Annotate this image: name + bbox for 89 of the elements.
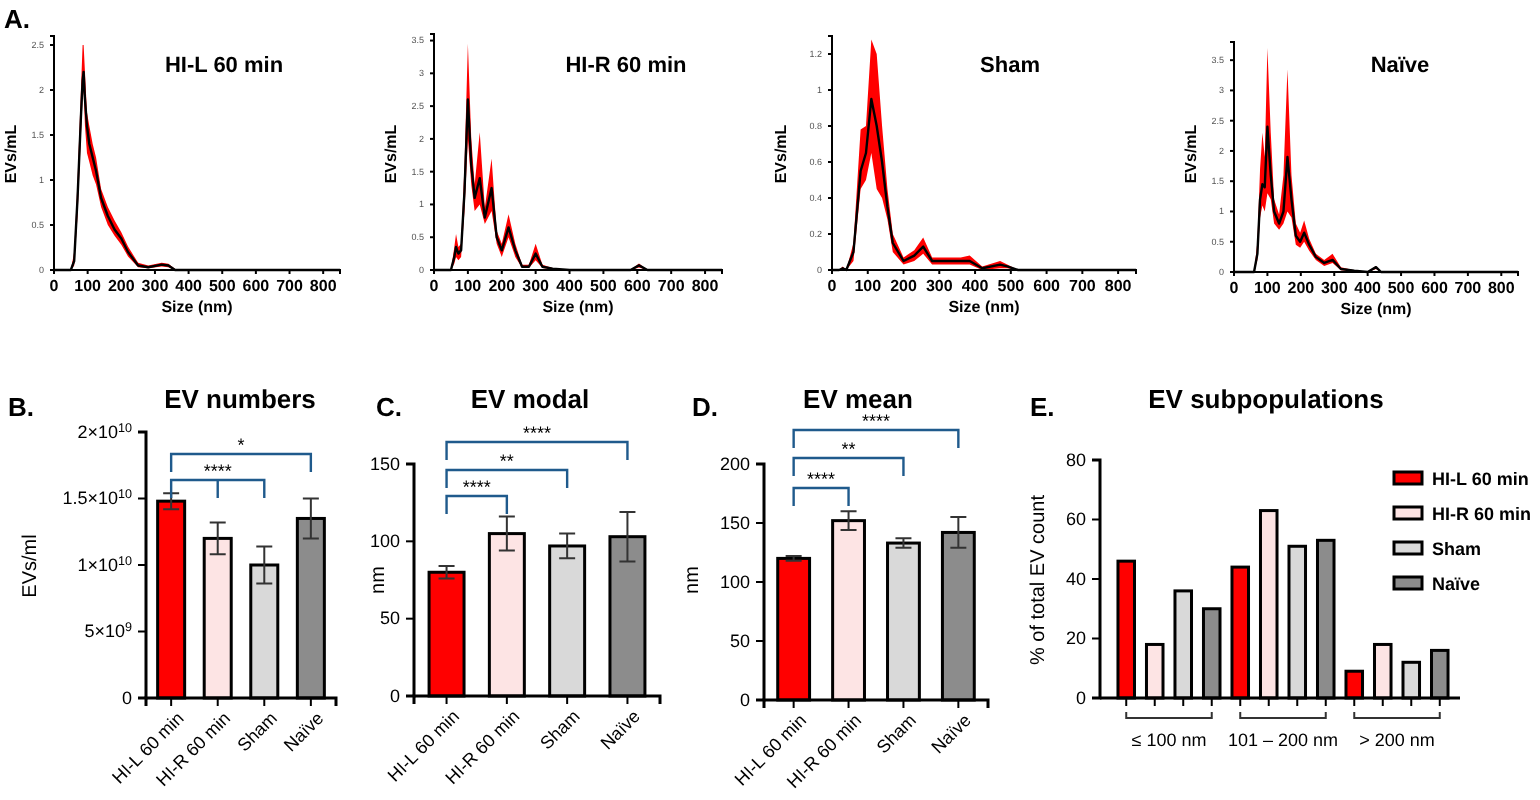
x-tick-label: 800 (691, 277, 720, 296)
x-tick-label: 400 (175, 277, 204, 296)
annotation: **** (462, 477, 492, 497)
text: HI-L 60 min (164, 54, 284, 78)
x-tick-label: 100 (454, 277, 483, 296)
x-tick-label: 300 (1320, 279, 1349, 298)
text: Sham (980, 54, 1041, 78)
text: **** (522, 423, 552, 443)
x-tick-label: > 200 nm (1359, 730, 1435, 750)
x-axis-title: Size (nm) (1340, 300, 1413, 318)
x-tick-label: 700 (1068, 277, 1097, 296)
legend-label: HI-L 60 min (1432, 469, 1529, 489)
annotation: * (237, 435, 246, 455)
y-tick-label: 0 (1075, 687, 1086, 708)
y-axis-title: EVs/mL (382, 124, 400, 184)
text: C. (376, 392, 402, 422)
y-axis-title: % of total EV count (1028, 494, 1050, 666)
x-tick-label: 600 (242, 277, 271, 296)
y-tick-label: 40 (1065, 568, 1086, 589)
x-tick-label: 100 (854, 277, 883, 296)
text: E. (1030, 392, 1055, 422)
y-tick-label: 50 (379, 608, 400, 629)
y-tick-label: 150 (369, 453, 400, 474)
x-tick-label: 600 (1033, 277, 1062, 296)
text: B. (8, 392, 34, 422)
x-tick-label: 101 – 200 nm (1227, 730, 1339, 750)
x-tick-label: 700 (657, 277, 686, 296)
y-tick-label: 0 (121, 687, 132, 708)
y-tick-label: 1×10$^{10}$ (77, 553, 133, 575)
x-tick-label: 300 (141, 277, 170, 296)
x-tick-label: 700 (276, 277, 304, 296)
text: HI-R 60 min (565, 54, 688, 78)
y-tick-label: 20 (1065, 628, 1086, 649)
x-tick-label: 300 (522, 277, 551, 296)
x-tick-label: 400 (961, 277, 990, 296)
chart-title: EV modal (470, 384, 590, 414)
x-tick-label: 800 (309, 277, 338, 296)
x-tick-label: 400 (1354, 279, 1383, 298)
y-tick-label: 150 (719, 512, 750, 533)
y-tick-label: 100 (719, 571, 750, 592)
x-tick-label: 400 (556, 277, 584, 296)
x-tick-label: 500 (208, 277, 237, 296)
x-tick-label: 200 (488, 277, 517, 296)
y-axis-title: EVs/mL (1182, 124, 1200, 184)
legend-label: Naïve (1432, 574, 1481, 594)
y-axis-title: EVs/mL (2, 124, 20, 184)
y-tick-label: 80 (1065, 449, 1086, 470)
legend-label: HI-R 60 min (1432, 504, 1532, 524)
y-tick-label: 0 (739, 689, 750, 710)
text: A. (4, 4, 30, 34)
chart-title: EV subpopulations (1148, 384, 1384, 414)
text: Naïve (1370, 54, 1430, 78)
y-axis-title: EVs/ml (20, 534, 42, 598)
x-axis-title: Size (nm) (161, 298, 234, 316)
y-tick-label: 2×10$^{10}$ (77, 420, 133, 442)
chart-title: EV numbers (164, 384, 316, 414)
annotation: **** (203, 461, 233, 481)
y-tick-label: 0 (389, 685, 400, 706)
x-tick-label: 800 (1487, 279, 1516, 298)
x-tick-label: 500 (590, 277, 618, 296)
legend-label: Sham (1432, 539, 1482, 559)
annotation: ** (499, 451, 515, 471)
x-tick-label: 500 (997, 277, 1026, 296)
x-tick-label: 500 (1387, 279, 1416, 298)
x-tick-label: 100 (1254, 279, 1282, 298)
x-tick-label: 300 (925, 277, 954, 296)
text: **** (861, 411, 891, 431)
annotation: **** (807, 469, 837, 489)
text: D. (692, 392, 718, 422)
y-tick-label: 200 (719, 453, 750, 474)
x-axis-title: Size (nm) (948, 298, 1021, 316)
y-tick-label: 5×10$^{9}$ (84, 620, 133, 642)
x-axis-title: Size (nm) (542, 298, 615, 316)
x-tick-label: 600 (1421, 279, 1449, 298)
x-tick-label: 700 (1454, 279, 1483, 298)
chart-title: EV mean (803, 384, 914, 414)
x-tick-label: 600 (623, 277, 652, 296)
y-tick-label: 60 (1065, 509, 1086, 530)
x-tick-label: 200 (890, 277, 918, 296)
y-tick-label: 50 (729, 630, 750, 651)
x-tick-label: 200 (1287, 279, 1316, 298)
y-tick-label: 1.5×10$^{10}$ (62, 487, 133, 509)
x-tick-label: ≤ 100 nm (1131, 730, 1207, 750)
y-axis-title: EVs/mL (772, 124, 790, 184)
text: ** (841, 439, 857, 459)
y-tick-label: 100 (369, 531, 400, 552)
y-axis-title: nm (682, 566, 704, 594)
y-axis-title: nm (368, 566, 390, 594)
x-tick-label: 800 (1104, 277, 1133, 296)
